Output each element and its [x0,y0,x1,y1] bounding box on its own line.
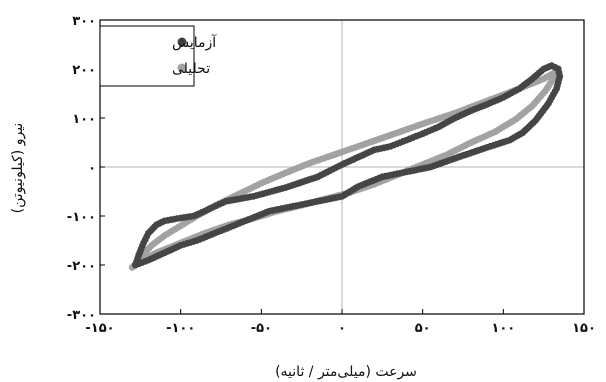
y-tick-label: ۰ [88,161,96,176]
y-tick-label: -۲۰۰ [67,259,96,274]
data-point [132,261,139,269]
legend-label-experiment: آزمایش [172,34,217,51]
legend-label-analytical: تحلیلی [172,61,210,77]
data-points-layer [128,62,564,271]
x-tick-label: ۱۵۰ [572,321,596,336]
x-tick-label: ۱۰۰ [491,321,515,336]
legend: آزمایش تحلیلی [99,25,217,87]
x-tick-label: -۱۵۰ [85,321,114,336]
x-axis-label: سرعت (میلی‌متر / ثانیه) [275,364,417,380]
x-tick-label: -۱۰۰ [166,321,195,336]
x-tick-label: ۰ [338,321,346,336]
legend-marker-analytical [177,63,187,73]
x-tick-label: ۵۰ [415,321,431,336]
tick-labels: -۱۵۰ -۱۰۰ -۵۰ ۰ ۵۰ ۱۰۰ ۱۵۰ -۳۰۰ -۲۰۰ -۱۰۰ ۰ ۱۰۰ ۲۰۰ ۳… [67,14,596,336]
legend-marker-experiment [177,37,187,47]
axes [99,19,585,315]
y-tick-label: ۳۰۰ [72,14,96,29]
y-tick-label: -۳۰۰ [67,308,96,323]
y-tick-label: -۱۰۰ [67,210,96,225]
series-0 [132,62,564,269]
x-tick-label: -۵۰ [251,321,272,336]
legend-box [99,25,195,87]
y-tick-label: ۲۰۰ [72,63,96,78]
y-axis-label: نیرو (کیلونیوتن) [10,123,26,214]
y-tick-label: ۱۰۰ [72,112,96,127]
